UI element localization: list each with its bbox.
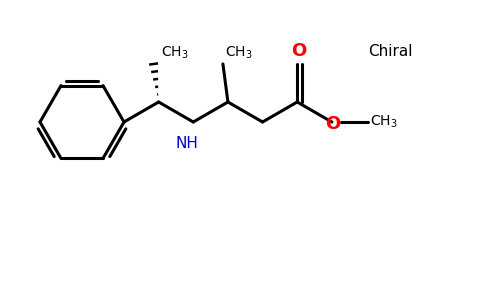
Text: CH$_3$: CH$_3$ bbox=[161, 45, 188, 61]
Text: O: O bbox=[291, 42, 307, 60]
Text: NH: NH bbox=[176, 136, 199, 151]
Text: CH$_3$: CH$_3$ bbox=[370, 114, 397, 130]
Text: O: O bbox=[325, 115, 340, 133]
Text: CH$_3$: CH$_3$ bbox=[225, 45, 253, 61]
Text: Chiral: Chiral bbox=[368, 44, 412, 59]
